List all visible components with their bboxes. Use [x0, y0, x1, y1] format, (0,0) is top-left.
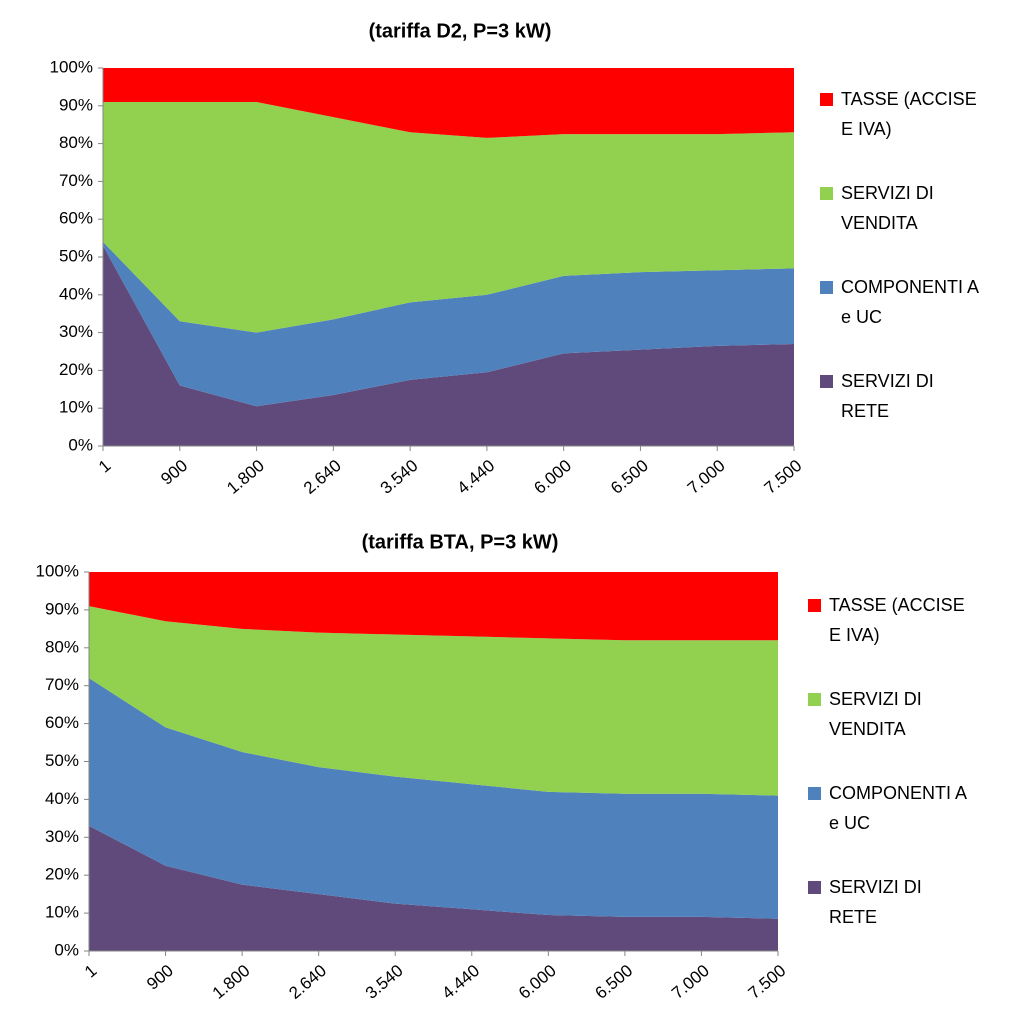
y-tick-label: 100% [36, 561, 79, 580]
y-tick-label: 70% [59, 171, 93, 190]
y-tick-label: 30% [59, 322, 93, 341]
legend-item: SERVIZI DI VENDITA [808, 684, 973, 744]
x-tick-label: 4.440 [454, 456, 499, 498]
legend-label: COMPONENTI A e UC [829, 783, 967, 833]
x-tick-label: 6.500 [607, 456, 652, 498]
x-tick-label: 7.000 [684, 456, 729, 498]
y-tick-label: 0% [54, 940, 79, 959]
x-tick-label: 7.500 [761, 456, 806, 498]
legend-swatch [820, 93, 833, 106]
x-tick-label: 6.500 [592, 961, 637, 1003]
y-tick-label: 50% [59, 246, 93, 265]
area [89, 572, 778, 641]
y-tick-label: 50% [45, 751, 79, 770]
legend-item: COMPONENTI A e UC [820, 272, 985, 332]
legend-item: COMPONENTI A e UC [808, 778, 973, 838]
y-tick-label: 40% [59, 284, 93, 303]
y-tick-label: 40% [45, 789, 79, 808]
legend-item: SERVIZI DI VENDITA [820, 178, 985, 238]
legend-swatch [820, 375, 833, 388]
legend-label: COMPONENTI A e UC [841, 277, 979, 327]
y-tick-label: 70% [45, 675, 79, 694]
area [103, 68, 794, 138]
y-tick-label: 100% [50, 57, 93, 76]
legend-item: TASSE (ACCISE E IVA) [820, 84, 985, 144]
y-tick-label: 60% [59, 209, 93, 228]
legend: TASSE (ACCISE E IVA) SERVIZI DI VENDITA CO… [808, 590, 973, 966]
x-tick-label: 900 [143, 961, 177, 994]
y-tick-label: 80% [45, 637, 79, 656]
legend-swatch [808, 881, 821, 894]
x-tick-label: 1.800 [209, 961, 254, 1003]
y-tick-label: 0% [68, 435, 93, 454]
x-tick-label: 4.440 [438, 961, 483, 1003]
legend-item: TASSE (ACCISE E IVA) [808, 590, 973, 650]
area [89, 825, 778, 951]
area [103, 102, 794, 333]
x-tick-label: 7.000 [668, 961, 713, 1003]
x-tick-label: 6.000 [530, 456, 575, 498]
x-tick-label: 3.540 [377, 456, 422, 498]
legend-label: TASSE (ACCISE E IVA) [829, 595, 965, 645]
legend-swatch [808, 693, 821, 706]
y-tick-label: 90% [59, 95, 93, 114]
legend-swatch [820, 187, 833, 200]
y-tick-label: 10% [45, 903, 79, 922]
legend-label: SERVIZI DI VENDITA [841, 183, 934, 233]
x-tick-label: 1.800 [223, 456, 268, 498]
x-tick-label: 900 [157, 456, 191, 489]
legend-label: SERVIZI DI VENDITA [829, 689, 922, 739]
x-tick-label: 1 [81, 961, 100, 982]
x-tick-label: 3.540 [362, 961, 407, 1003]
x-tick-label: 2.640 [300, 456, 345, 498]
legend-swatch [808, 787, 821, 800]
legend-label: SERVIZI DI RETE [829, 877, 922, 927]
y-tick-label: 60% [45, 713, 79, 732]
x-tick-label: 1 [95, 456, 114, 477]
chart-title: (tariffa D2, P=3 kW) [369, 20, 552, 42]
x-tick-label: 2.640 [285, 961, 330, 1003]
chart-title: (tariffa BTA, P=3 kW) [362, 531, 559, 553]
y-tick-label: 20% [45, 865, 79, 884]
legend: TASSE (ACCISE E IVA) SERVIZI DI VENDITA CO… [820, 84, 985, 460]
area [89, 678, 778, 919]
y-tick-label: 90% [45, 599, 79, 618]
x-tick-label: 7.500 [745, 961, 790, 1003]
area [89, 606, 778, 796]
x-tick-label: 6.000 [515, 961, 560, 1003]
legend-item: SERVIZI DI RETE [820, 366, 985, 426]
area [103, 245, 794, 446]
area [103, 241, 794, 407]
legend-label: SERVIZI DI RETE [841, 371, 934, 421]
y-tick-label: 10% [59, 398, 93, 417]
legend-label: TASSE (ACCISE E IVA) [841, 89, 977, 139]
y-tick-label: 30% [45, 827, 79, 846]
legend-swatch [820, 281, 833, 294]
y-tick-label: 20% [59, 360, 93, 379]
legend-swatch [808, 599, 821, 612]
legend-item: SERVIZI DI RETE [808, 872, 973, 932]
y-tick-label: 80% [59, 133, 93, 152]
